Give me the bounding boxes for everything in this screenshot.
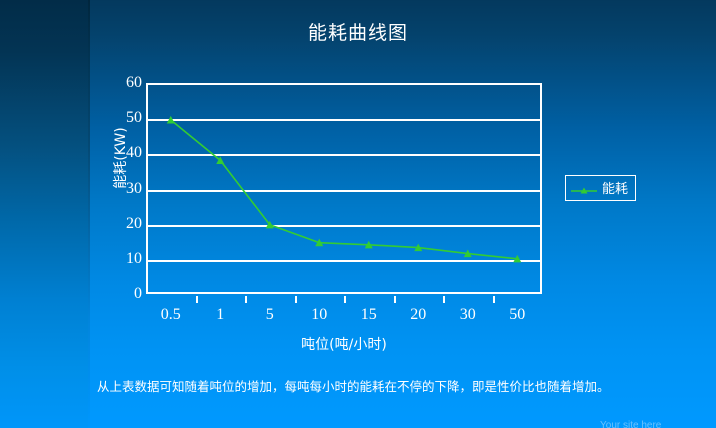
y-axis-tick-label: 50 — [126, 109, 142, 127]
data-point-marker — [166, 115, 175, 124]
grid-line — [148, 119, 540, 122]
data-point-marker — [315, 238, 324, 247]
x-axis-tick-mark — [245, 296, 247, 303]
legend-marker-icon — [571, 183, 597, 193]
x-axis-tick-mark — [294, 296, 297, 303]
x-axis-tick-mark — [492, 296, 495, 303]
data-point-marker — [216, 156, 225, 164]
plot-area — [146, 83, 542, 294]
chart-legend[interactable]: 能耗 — [565, 175, 637, 201]
grid-line — [148, 224, 540, 227]
series-polyline — [170, 119, 518, 260]
y-axis-tick-label: 40 — [126, 144, 142, 162]
y-axis-title: 能耗(KW) — [113, 127, 129, 189]
data-point-marker — [265, 220, 274, 229]
data-point-marker — [364, 240, 373, 249]
x-axis-tick-label: 30 — [459, 306, 476, 323]
grid-line — [148, 189, 540, 192]
series-line-能耗 — [166, 115, 522, 263]
x-axis-tick-marks — [146, 296, 542, 304]
slide-caption: 从上表数据可知随着吨位的增加，每吨每小时的能耗在不停的下降，即是性价比也随着增加… — [97, 379, 610, 394]
left-accent-band — [0, 0, 88, 428]
page-title: 能耗曲线图 — [307, 22, 408, 44]
x-axis-tick-mark — [195, 296, 198, 303]
grid-line — [148, 259, 540, 262]
x-axis-tick-mark — [443, 296, 445, 303]
energy-consumption-chart: 0 10 20 30 40 50 60 能耗(KW) 0.5 1 5 10 15 20 30 50 吨位(… — [96, 70, 566, 360]
data-point-marker — [513, 254, 522, 263]
x-axis-tick-label: 20 — [410, 306, 427, 323]
y-axis-tick-label: 20 — [126, 214, 142, 232]
legend-item-label: 能耗 — [602, 182, 629, 197]
y-axis-tick-label: 0 — [134, 285, 142, 302]
y-axis-tick-label: 10 — [126, 249, 142, 267]
data-point-marker — [463, 249, 472, 258]
grid-line — [148, 154, 540, 157]
x-axis-tick-label: 0.5 — [160, 306, 181, 323]
x-axis-title: 吨位(吨/小时) — [301, 337, 387, 353]
x-axis-tick-labels: 0.5 1 5 10 15 20 30 50 — [146, 306, 542, 328]
x-axis-tick-label: 50 — [509, 306, 526, 323]
data-point-marker — [414, 243, 423, 252]
x-axis-tick-label: 15 — [360, 306, 377, 323]
left-band-edge — [88, 0, 90, 428]
x-axis-tick-mark — [393, 296, 396, 303]
x-axis-tick-label: 5 — [265, 306, 274, 323]
y-axis-tick-label: 60 — [126, 74, 142, 91]
watermark-text: Your site here — [600, 420, 662, 428]
x-axis-tick-mark — [344, 296, 346, 303]
x-axis-tick-label: 1 — [216, 306, 225, 323]
x-axis-tick-label: 10 — [311, 306, 328, 323]
y-axis-tick-label: 30 — [126, 179, 142, 197]
y-axis-tick-labels: 0 10 20 30 40 50 60 — [96, 74, 142, 302]
